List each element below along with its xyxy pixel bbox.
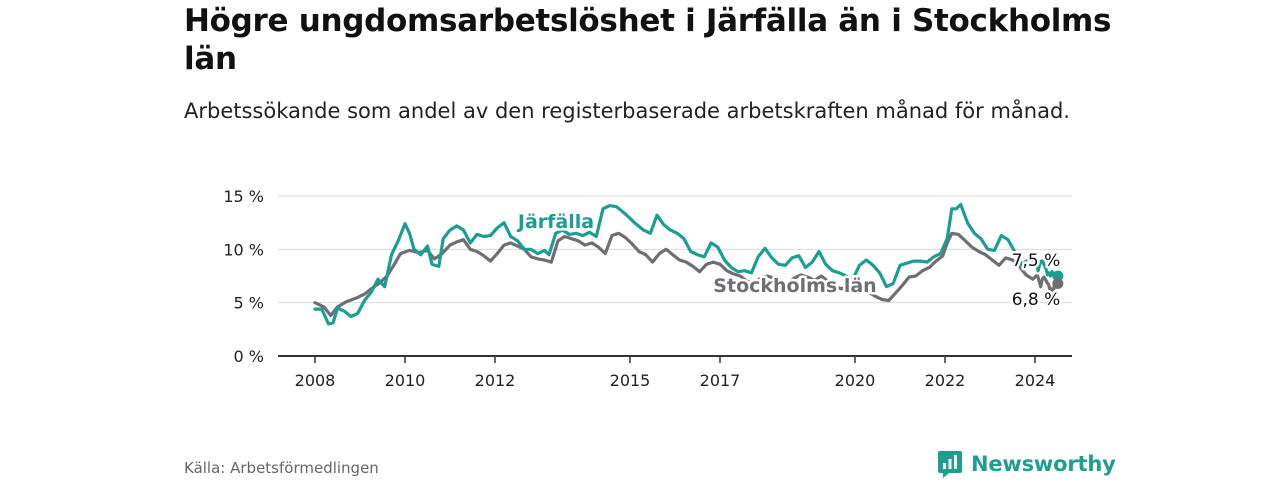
- x-tick-label: 2010: [385, 371, 426, 390]
- y-tick-label: 5 %: [234, 294, 264, 313]
- brand-name: Newsworthy: [971, 452, 1116, 476]
- stockholm-series-label: Stockholms län: [713, 275, 876, 297]
- x-tick-label: 2022: [925, 371, 966, 390]
- jarfalla-series-line: [313, 202, 1060, 326]
- jarfalla-end-value-label: 7,5 %: [1012, 251, 1061, 271]
- x-tick-label: 2015: [610, 371, 651, 390]
- x-tick-label: 2012: [475, 371, 516, 390]
- chart-subtitle: Arbetssökande som andel av den registerb…: [184, 99, 1070, 123]
- newsworthy-logo-icon: [938, 451, 962, 478]
- stockholm-end-value-label: 6,8 %: [1012, 290, 1061, 310]
- x-tick-label: 2024: [1015, 371, 1056, 390]
- stockholm-series-line: [313, 231, 1060, 318]
- y-tick-label: 10 %: [223, 240, 264, 259]
- y-tick-label: 0 %: [234, 347, 264, 366]
- jarfalla-series-label: Järfälla: [516, 211, 594, 233]
- x-tick-label: 2020: [835, 371, 876, 390]
- source-note: Källa: Arbetsförmedlingen: [184, 459, 379, 477]
- y-tick-label: 15 %: [223, 187, 264, 206]
- brand-logo[interactable]: Newsworthy: [937, 448, 1116, 480]
- chart-title: Högre ungdomsarbetslöshet i Järfälla än …: [184, 3, 1112, 77]
- x-tick-label: 2017: [700, 371, 741, 390]
- stockholm-end-point: [1052, 277, 1064, 289]
- x-tick-label: 2008: [295, 371, 336, 390]
